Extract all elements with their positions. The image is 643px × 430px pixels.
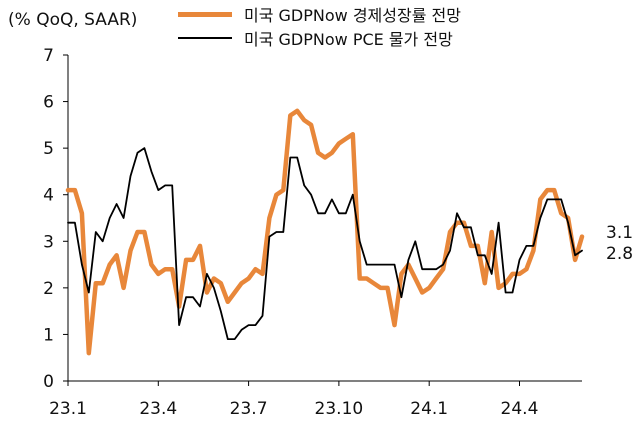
- series-line-gdp: [65, 108, 585, 356]
- y-tick-label: 1: [43, 325, 54, 345]
- legend-swatch-pce: [178, 37, 232, 39]
- end-label-pce: 2.8: [606, 244, 633, 264]
- x-tick-label: 24.4: [501, 399, 539, 419]
- y-tick-label: 3: [43, 232, 54, 252]
- y-tick-label: 0: [43, 372, 54, 392]
- y-axis-unit-label: (% QoQ, SAAR): [8, 10, 138, 30]
- x-tick-label: 23.1: [49, 399, 87, 419]
- y-tick-label: 2: [43, 279, 54, 299]
- legend-label-pce: 미국 GDPNow PCE 물가 전망: [244, 30, 453, 49]
- y-tick-label: 4: [43, 186, 54, 206]
- y-tick-label: 6: [43, 93, 54, 113]
- legend-item-gdp: 미국 GDPNow 경제성장률 전망: [178, 2, 461, 26]
- legend-label-gdp: 미국 GDPNow 경제성장률 전망: [244, 6, 461, 25]
- x-tick-label: 23.7: [230, 399, 268, 419]
- y-tick-label: 5: [43, 139, 54, 159]
- legend-item-pce: 미국 GDPNow PCE 물가 전망: [178, 26, 461, 50]
- series-line-pce: [67, 147, 583, 341]
- end-label-gdp: 3.1: [606, 223, 633, 243]
- x-tick-label: 23.10: [315, 399, 364, 419]
- legend-swatch-gdp: [178, 11, 232, 17]
- x-tick-label: 24.1: [410, 399, 448, 419]
- legend: 미국 GDPNow 경제성장률 전망 미국 GDPNow PCE 물가 전망: [178, 2, 461, 50]
- y-tick-label: 7: [43, 46, 54, 66]
- x-tick-label: 23.4: [139, 399, 177, 419]
